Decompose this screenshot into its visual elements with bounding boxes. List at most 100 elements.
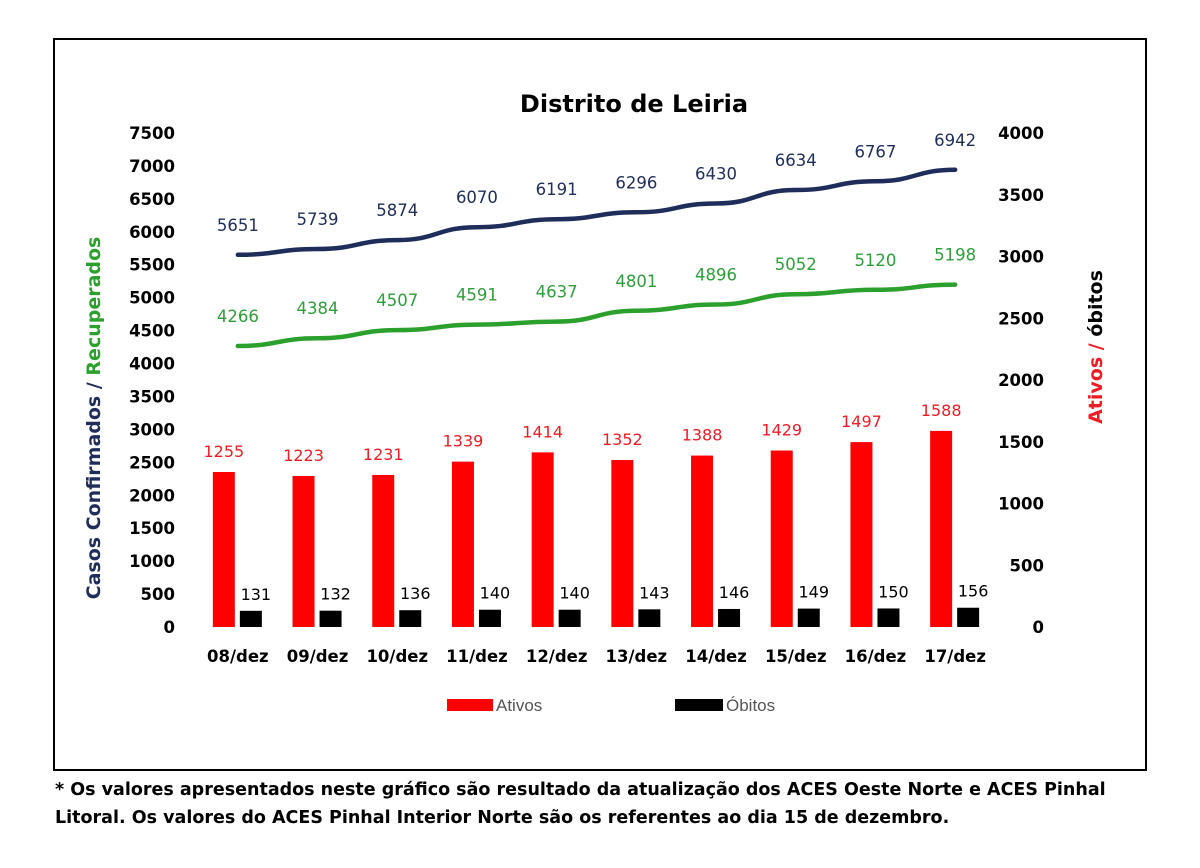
chart-frame: Distrito de Leiria 0 500 1000 1500 2000 2500 3…: [53, 38, 1147, 771]
x-tick-label: 11/dez: [446, 647, 508, 666]
y-right-tick-label: 2000: [998, 371, 1044, 390]
bar-obitos: [877, 608, 900, 627]
bar-ativos: [850, 442, 873, 627]
legend-swatch-obitos: [675, 699, 723, 711]
data-label-recuperados: 4507: [376, 291, 418, 310]
legend-swatch-ativos: [447, 699, 493, 711]
data-label-obitos: 131: [241, 585, 272, 604]
data-label-recuperados: 4637: [536, 283, 578, 302]
data-label-ativos: 1223: [283, 446, 324, 465]
line-recuperados: [235, 282, 958, 349]
legend: Ativos Óbitos: [447, 696, 775, 715]
bar-ativos: [611, 460, 634, 627]
bar-obitos: [558, 609, 581, 627]
x-tick-label: 15/dez: [765, 647, 827, 666]
y-left-tick-label: 0: [164, 618, 175, 637]
data-label-ativos: 1588: [921, 401, 962, 420]
data-label-obitos: 146: [719, 583, 750, 602]
bar-ativos: [691, 455, 714, 627]
bar-ativos: [212, 472, 235, 627]
bar-obitos: [239, 610, 262, 627]
bar-ativos: [292, 475, 315, 627]
data-label-casos-confirmados: 6430: [695, 164, 737, 183]
data-label-obitos: 143: [639, 583, 670, 602]
data-label-casos-confirmados: 5874: [376, 201, 418, 220]
line-casos-confirmados: [235, 167, 958, 258]
data-label-recuperados: 5120: [854, 251, 896, 270]
bar-obitos: [797, 608, 820, 627]
bar-ativos: [451, 461, 474, 627]
y-right-label-ativos: Ativos: [1085, 357, 1107, 424]
x-tick-label: 16/dez: [845, 647, 907, 666]
x-tick-label: 09/dez: [287, 647, 349, 666]
data-label-casos-confirmados: 6634: [775, 151, 817, 170]
data-label-obitos: 132: [320, 585, 351, 604]
data-label-casos-confirmados: 5739: [297, 210, 339, 229]
data-label-recuperados: 5052: [775, 255, 817, 274]
y-left-tick-label: 6000: [129, 223, 175, 242]
bar-obitos: [478, 609, 501, 627]
data-label-ativos: 1414: [522, 422, 563, 441]
data-label-obitos: 156: [958, 582, 989, 601]
data-label-casos-confirmados: 6191: [536, 180, 578, 199]
data-label-ativos: 1255: [203, 442, 244, 461]
bar-obitos: [718, 608, 741, 627]
y-left-tick-label: 3500: [129, 387, 175, 406]
y-right-tick-label: 3000: [998, 248, 1044, 267]
y-left-label-sep: /: [83, 376, 105, 396]
data-label-casos-confirmados: 6767: [854, 142, 896, 161]
y-right-label-sep: /: [1085, 337, 1107, 357]
y-left-tick-label: 5500: [129, 256, 175, 275]
y-left-tick-label: 4000: [129, 355, 175, 374]
data-label-ativos: 1388: [682, 426, 723, 445]
y-left-tick-label: 3000: [129, 420, 175, 439]
footnote: * Os valores apresentados neste gráfico …: [55, 776, 1175, 832]
y-left-tick-label: 7500: [129, 124, 175, 143]
y-right-label-obitos: óbitos: [1085, 270, 1107, 337]
data-label-recuperados: 4801: [615, 272, 657, 291]
data-label-ativos: 1231: [363, 445, 404, 464]
data-label-casos-confirmados: 6942: [934, 131, 976, 150]
y-left-tick-label: 1500: [129, 519, 175, 538]
x-tick-label: 08/dez: [207, 647, 269, 666]
x-tick-label: 12/dez: [526, 647, 588, 666]
y-right-tick-label: 3500: [998, 186, 1044, 205]
data-label-casos-confirmados: 5651: [217, 216, 259, 235]
y-left-tick-label: 1000: [129, 552, 175, 571]
y-right-tick-label: 0: [1033, 618, 1044, 637]
data-label-casos-confirmados: 6296: [615, 173, 657, 192]
bar-ativos: [372, 474, 395, 627]
data-label-recuperados: 5198: [934, 246, 976, 265]
data-label-ativos: 1429: [761, 421, 802, 440]
y-left-tick-label: 2500: [129, 453, 175, 472]
y-left-label-recuperados: Recuperados: [83, 237, 105, 376]
data-label-ativos: 1352: [602, 430, 643, 449]
x-tick-label: 14/dez: [685, 647, 747, 666]
data-label-recuperados: 4591: [456, 286, 498, 305]
data-label-obitos: 150: [878, 582, 909, 601]
data-label-casos-confirmados: 6070: [456, 188, 498, 207]
y-left-tick-label: 4500: [129, 322, 175, 341]
y-left-tick-label: 6500: [129, 190, 175, 209]
y-left-tick-label: 2000: [129, 486, 175, 505]
data-label-obitos: 136: [400, 584, 431, 603]
y-left-tick-label: 500: [141, 585, 175, 604]
x-tick-label: 17/dez: [924, 647, 986, 666]
data-label-obitos: 140: [559, 584, 590, 603]
footnote-line-1: * Os valores apresentados neste gráfico …: [55, 780, 1106, 800]
y-left-tick-label: 5000: [129, 289, 175, 308]
data-label-recuperados: 4266: [217, 307, 259, 326]
bar-ativos: [930, 430, 953, 627]
chart-title: Distrito de Leiria: [520, 90, 748, 118]
bar-obitos: [319, 610, 342, 627]
data-label-ativos: 1497: [841, 412, 882, 431]
y-left-axis-label: Casos Confirmados / Recuperados: [83, 237, 105, 600]
data-label-ativos: 1339: [443, 432, 484, 451]
y-right-axis-label: Ativos / óbitos: [1085, 270, 1107, 424]
y-right-tick-label: 1000: [998, 495, 1044, 514]
bar-obitos: [638, 609, 661, 627]
bar-obitos: [957, 607, 980, 627]
y-right-tick-label: 1500: [998, 433, 1044, 452]
data-label-recuperados: 4384: [297, 299, 339, 318]
bar-ativos: [531, 452, 554, 627]
